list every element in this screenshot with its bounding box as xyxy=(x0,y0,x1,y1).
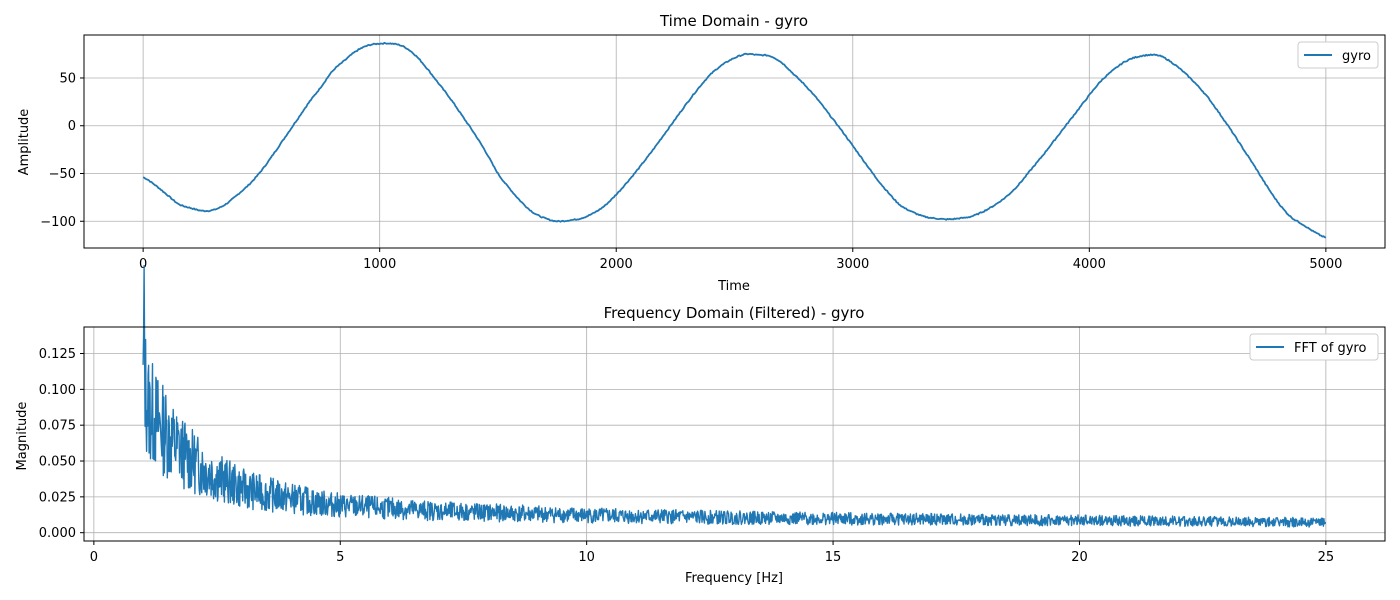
time-chart-ylabel: Amplitude xyxy=(17,109,32,176)
freq-xtick-label: 20 xyxy=(1071,550,1088,565)
time-chart-ticks: 0 1000 2000 3000 4000 5000 −100 −50 0 50 xyxy=(40,71,1342,272)
freq-chart-series xyxy=(142,265,1327,528)
time-chart-series xyxy=(142,41,1327,239)
time-ytick-label: −100 xyxy=(40,215,76,230)
freq-chart-ticks: 0 5 10 15 20 25 0.000 0.025 0.050 0.075 0.100 0.125 xyxy=(39,347,1334,565)
time-legend-label: gyro xyxy=(1342,49,1371,64)
freq-chart-frame xyxy=(83,326,1386,542)
time-ytick-label: 0 xyxy=(68,119,76,134)
freq-xtick-label: 15 xyxy=(825,550,842,565)
time-domain-chart: Time Domain - gyro 0 1000 2000 3000 4000 5000… xyxy=(17,12,1386,294)
freq-chart-legend: FFT of gyro xyxy=(1249,333,1379,361)
freq-legend-label: FFT of gyro xyxy=(1294,341,1366,356)
time-series-line xyxy=(142,41,1327,239)
time-chart-legend: gyro xyxy=(1297,41,1379,69)
time-ytick-label: −50 xyxy=(49,167,76,182)
time-legend-box xyxy=(1297,41,1379,69)
freq-xtick-label: 5 xyxy=(336,550,344,565)
frequency-domain-chart: Frequency Domain (Filtered) - gyro 0 5 10 1… xyxy=(15,265,1386,586)
freq-xtick-label: 25 xyxy=(1318,550,1335,565)
freq-ytick-label: 0.000 xyxy=(39,526,76,541)
time-chart-frame xyxy=(83,34,1386,249)
time-xtick-label: 4000 xyxy=(1073,257,1106,272)
freq-xtick-label: 0 xyxy=(90,550,98,565)
freq-chart-title: Frequency Domain (Filtered) - gyro xyxy=(604,304,865,322)
time-chart-grid xyxy=(84,35,1385,248)
time-xtick-label: 1000 xyxy=(363,257,396,272)
freq-ytick-label: 0.050 xyxy=(39,455,76,470)
freq-chart-xlabel: Frequency [Hz] xyxy=(685,571,783,586)
freq-legend-box xyxy=(1249,333,1379,361)
freq-chart-grid xyxy=(84,327,1385,541)
freq-chart-ylabel: Magnitude xyxy=(15,402,30,471)
freq-xtick-label: 10 xyxy=(578,550,595,565)
time-ytick-label: 50 xyxy=(59,71,76,86)
time-chart-xlabel: Time xyxy=(717,279,750,294)
freq-ytick-label: 0.025 xyxy=(39,490,76,505)
freq-ytick-label: 0.100 xyxy=(39,383,76,398)
freq-series-line xyxy=(142,265,1327,528)
time-xtick-label: 2000 xyxy=(600,257,633,272)
freq-ytick-label: 0.125 xyxy=(39,347,76,362)
time-xtick-label: 3000 xyxy=(836,257,869,272)
time-chart-title: Time Domain - gyro xyxy=(659,12,808,30)
time-xtick-label: 5000 xyxy=(1309,257,1342,272)
time-xtick-label: 0 xyxy=(139,257,147,272)
freq-ytick-label: 0.075 xyxy=(39,419,76,434)
